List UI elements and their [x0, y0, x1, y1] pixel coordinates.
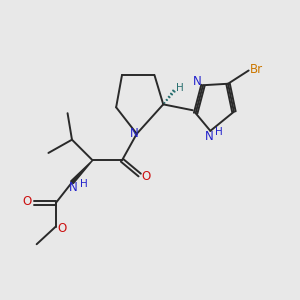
Text: O: O: [58, 221, 67, 235]
Text: O: O: [142, 170, 151, 183]
Text: O: O: [22, 195, 32, 208]
Text: H: H: [80, 179, 88, 189]
Text: N: N: [205, 130, 213, 143]
Text: N: N: [129, 127, 138, 140]
Text: N: N: [69, 181, 78, 194]
Polygon shape: [71, 160, 93, 184]
Text: H: H: [176, 83, 184, 93]
Text: Br: Br: [250, 62, 263, 76]
Text: H: H: [215, 127, 223, 137]
Text: N: N: [193, 75, 202, 88]
